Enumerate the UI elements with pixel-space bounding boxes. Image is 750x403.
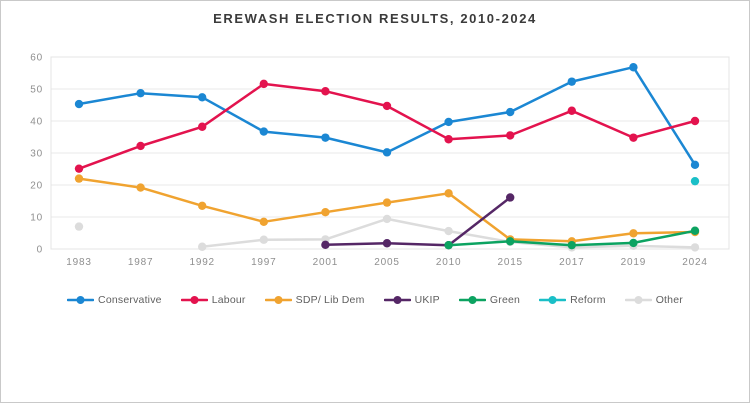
legend-label-other: Other [655, 294, 683, 306]
other-point-1983 [74, 222, 84, 231]
legend-label-reform: Reform [570, 294, 606, 306]
other-point-2024 [690, 243, 700, 252]
labour-point-2017 [567, 106, 576, 115]
sdp-lib-dem-legend-marker-icon [264, 296, 292, 304]
conservative-legend-marker-icon [67, 296, 95, 304]
sdp-lib-dem-point-2019 [629, 229, 638, 238]
sdp-lib-dem-point-1987 [136, 183, 145, 192]
y-axis-label: 40 [30, 117, 43, 128]
ukip-line [324, 196, 512, 247]
x-axis-label: 2015 [497, 257, 522, 268]
y-axis-label: 30 [30, 149, 43, 160]
y-axis-label: 20 [30, 181, 43, 192]
legend-label-conservative: Conservative [98, 294, 162, 306]
reform-legend-marker-icon [539, 296, 567, 304]
green-point-2019 [629, 238, 638, 248]
x-axis-label: 1987 [128, 257, 153, 268]
other-point-1992 [198, 242, 207, 251]
chart-title: EREWASH ELECTION RESULTS, 2010-2024 [213, 11, 537, 26]
legend-item-conservative: Conservative [67, 294, 162, 306]
legend-label-green: Green [489, 294, 521, 306]
conservative-point-1992 [198, 93, 207, 102]
labour-point-2024 [690, 116, 700, 126]
conservative-point-2001 [321, 133, 330, 142]
legend-item-sdp-lib-dem: SDP/ Lib Dem [264, 294, 365, 306]
ukip-point-2001 [321, 240, 330, 250]
other-legend-marker-icon [624, 296, 652, 304]
other-point-2005 [382, 214, 392, 224]
sdp-lib-dem-point-2010 [444, 189, 453, 198]
green-point-2024 [690, 226, 700, 235]
y-axis-label: 10 [30, 213, 43, 224]
legend-item-labour: Labour [180, 294, 246, 306]
legend-item-ukip: UKIP [383, 294, 440, 306]
legend-label-sdp-lib-dem: SDP/ Lib Dem [295, 294, 365, 306]
green-point-2010 [444, 240, 453, 250]
sdp-lib-dem-point-2005 [382, 198, 392, 207]
reform-point-2024 [690, 176, 700, 186]
conservative-point-2019 [629, 63, 638, 72]
plot-border [50, 56, 730, 250]
labour-point-1997 [259, 79, 268, 89]
ukip-legend-marker-icon [383, 296, 411, 304]
y-axis-label: 50 [30, 85, 43, 96]
sdp-lib-dem-point-2001 [321, 208, 330, 217]
conservative-point-1983 [74, 99, 84, 109]
conservative-point-2010 [444, 117, 453, 127]
legend-item-reform: Reform [539, 294, 606, 306]
other-point-1997 [259, 235, 268, 244]
conservative-point-2017 [567, 77, 576, 86]
sdp-lib-dem-point-1992 [198, 201, 207, 210]
labour-point-1983 [74, 164, 84, 173]
x-axis-label: 1992 [189, 257, 214, 268]
sdp-lib-dem-point-1997 [259, 217, 268, 226]
labour-point-1992 [198, 122, 207, 131]
y-axis-label: 60 [30, 53, 43, 64]
green-point-2017 [567, 240, 576, 250]
labour-point-2005 [382, 101, 392, 111]
chart-legend: Conservative Labour SDP/ Lib Dem UKIP Green R… [1, 294, 749, 306]
conservative-point-1987 [136, 88, 145, 98]
sdp-lib-dem-point-1983 [74, 174, 84, 183]
conservative-point-2005 [382, 148, 392, 157]
legend-label-labour: Labour [211, 294, 246, 306]
other-point-2010 [444, 226, 453, 236]
y-axis-label: 0 [37, 245, 43, 256]
x-axis-label: 1997 [251, 257, 276, 268]
conservative-point-2015 [506, 107, 515, 117]
x-axis-label: 2005 [374, 257, 399, 268]
x-axis-label: 2019 [621, 257, 646, 268]
ukip-point-2015 [506, 193, 515, 202]
sdp-lib-dem-line [77, 177, 697, 243]
x-axis-label: 1983 [66, 257, 91, 268]
green-legend-marker-icon [458, 296, 486, 304]
green-point-2015 [506, 237, 515, 246]
labour-point-2010 [444, 135, 453, 144]
ukip-point-2005 [382, 239, 392, 248]
legend-label-ukip: UKIP [414, 294, 440, 306]
x-axis-label: 2024 [682, 257, 707, 268]
x-axis-label: 2001 [313, 257, 338, 268]
labour-point-2001 [321, 87, 330, 96]
labour-point-2015 [506, 131, 515, 140]
legend-item-green: Green [458, 294, 521, 306]
labour-point-1987 [136, 141, 145, 151]
x-axis-label: 2010 [436, 257, 461, 268]
line-chart-plot-area: 0 10 20 30 40 50 60 1983 1987 1992 1997 2001 2005 201… [30, 53, 730, 268]
labour-legend-marker-icon [180, 296, 208, 304]
labour-point-2019 [629, 133, 638, 142]
legend-item-other: Other [624, 294, 683, 306]
conservative-point-1997 [259, 127, 268, 136]
x-axis-label: 2017 [559, 257, 584, 268]
conservative-point-2024 [690, 160, 700, 170]
